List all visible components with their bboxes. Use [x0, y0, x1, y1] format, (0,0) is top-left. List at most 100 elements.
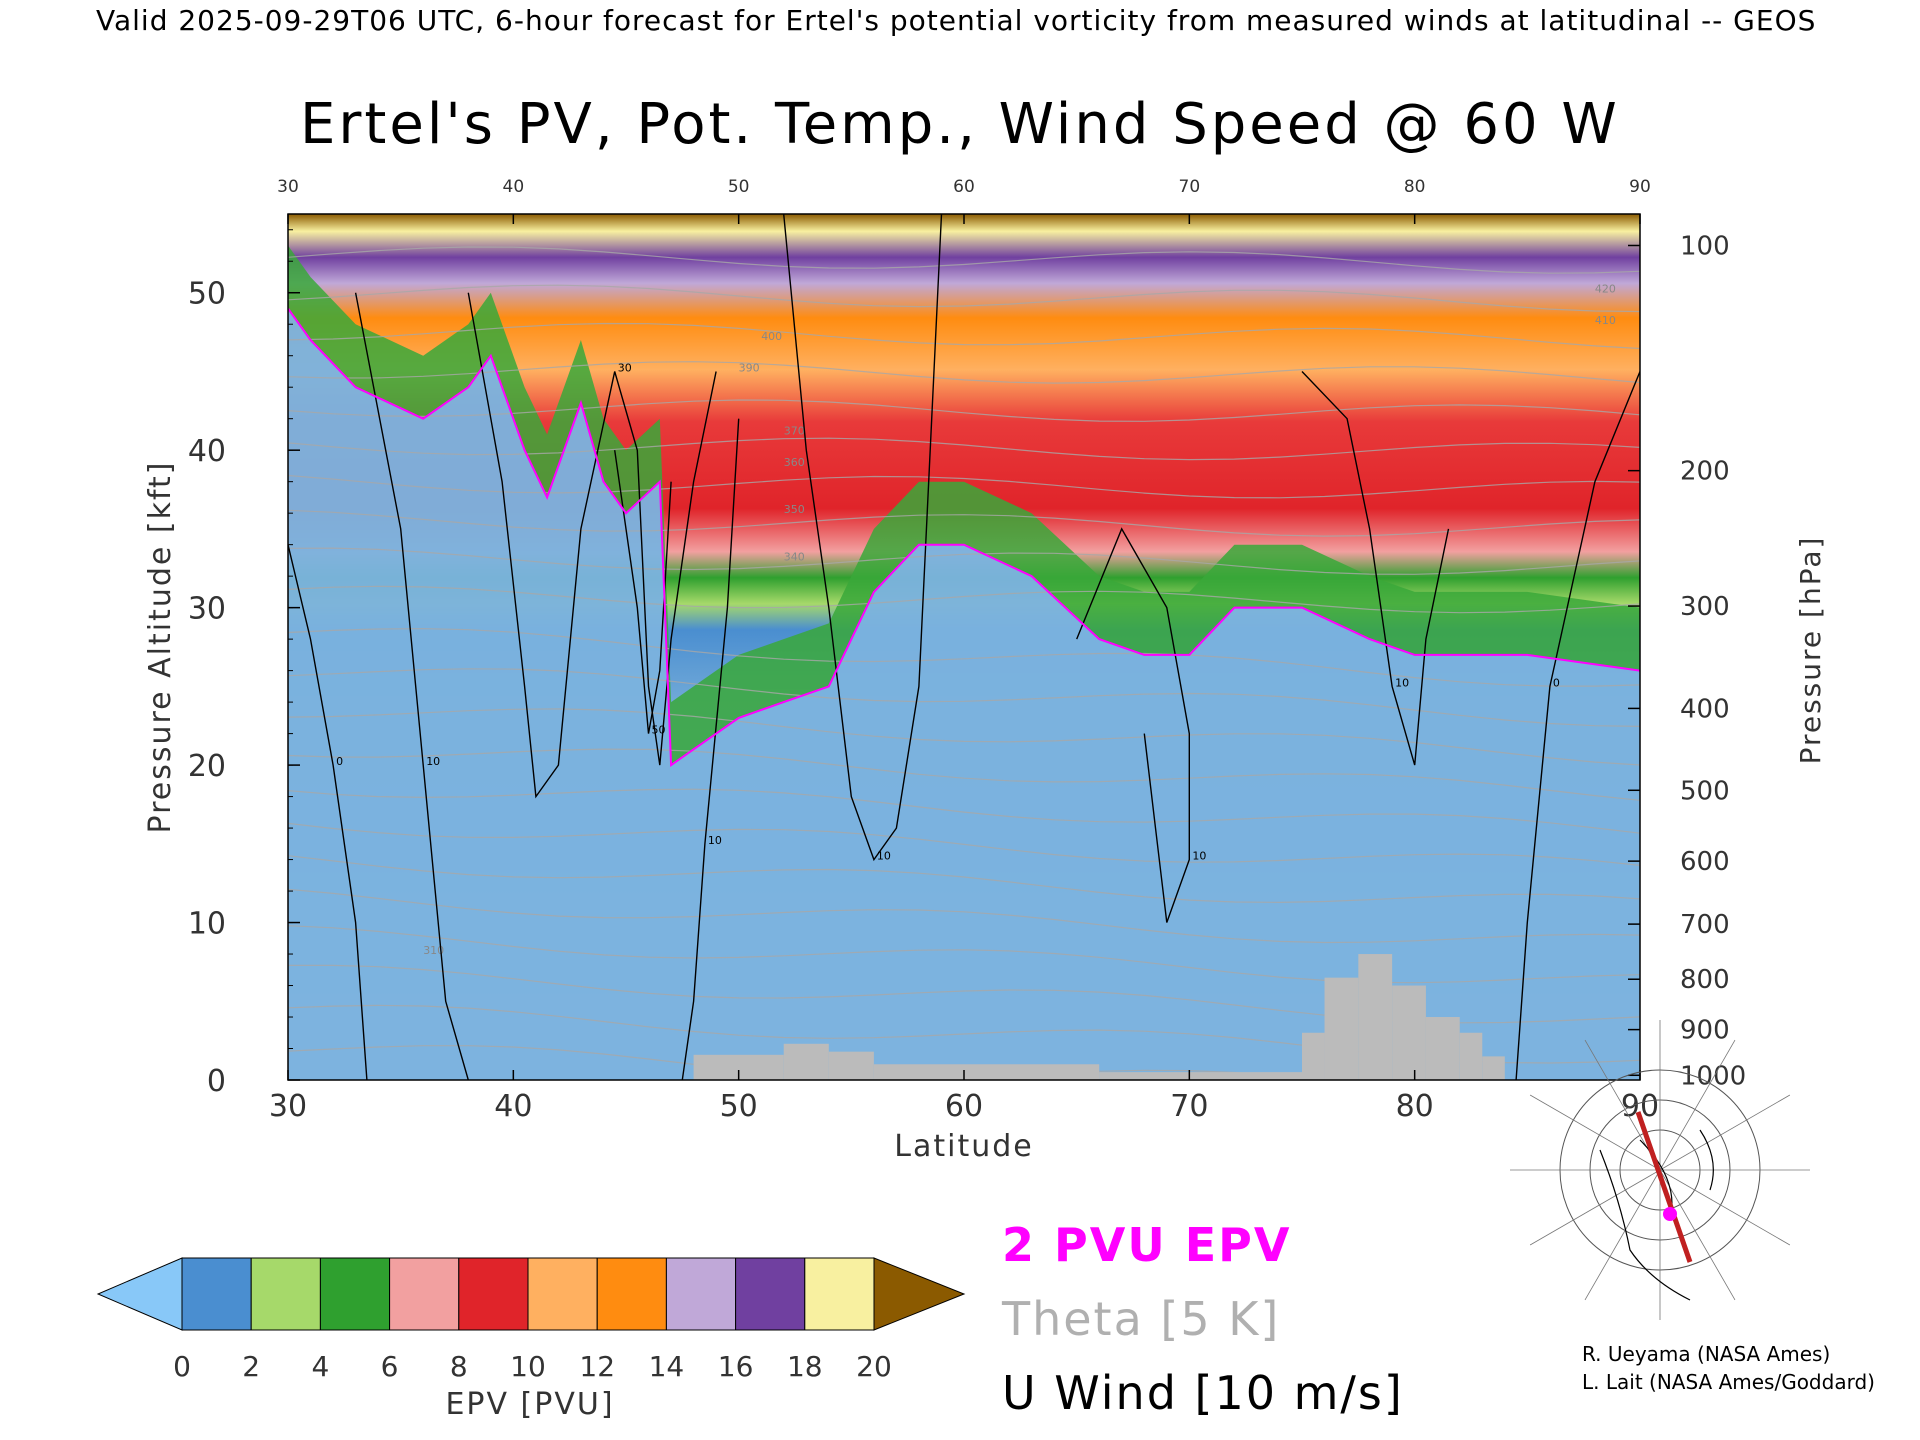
pressure-tick-label: 600 [1680, 847, 1730, 877]
y-tick-label: 30 [188, 592, 226, 627]
x-tick-label: 60 [945, 1089, 983, 1124]
pressure-tick-label: 200 [1680, 457, 1730, 487]
colorbar-tick-label: 20 [856, 1350, 892, 1383]
u-wind-contour [614, 450, 672, 734]
theta-isentrope [288, 322, 1640, 350]
y2-axis-label: Pressure [hPa] [1794, 536, 1827, 765]
map-meridian [1659, 1039, 1736, 1171]
theta-isentrope [288, 284, 1640, 313]
topography-block [1425, 1017, 1460, 1080]
u-wind-label: 0 [336, 755, 343, 768]
topography-block [828, 1051, 874, 1080]
u-wind-label: 10 [426, 755, 440, 768]
u-wind-contour [467, 292, 717, 799]
credit-line-1: R. Ueyama (NASA Ames) [1582, 1342, 1831, 1366]
theta-label: 420 [1595, 283, 1616, 296]
u-wind-contour [1515, 371, 1640, 1080]
theta-isentrope [288, 708, 1640, 766]
colorbar-segment [804, 1257, 875, 1331]
map-meridian [1584, 1169, 1661, 1301]
colorbar-tick-label: 14 [649, 1350, 685, 1383]
theta-isentrope [288, 788, 1640, 834]
colorbar-tick-label: 6 [381, 1350, 399, 1383]
map-location-dot [1663, 1207, 1677, 1221]
x-tick-label: 30 [269, 1089, 307, 1124]
theta-label: 350 [784, 503, 805, 516]
theta-isentrope [288, 822, 1640, 866]
x-top-tick-label: 50 [728, 177, 750, 197]
pressure-tick-label: 100 [1680, 231, 1730, 261]
y-axis-label: Pressure Altitude [kft] [143, 461, 178, 834]
theta-label: 400 [761, 330, 782, 343]
colorbar-segment [250, 1257, 321, 1331]
u-wind-label: 10 [1395, 676, 1409, 689]
pressure-tick-label: 400 [1680, 694, 1730, 724]
colorbar-segment [181, 1257, 252, 1331]
colorbar-tick-label: 16 [718, 1350, 754, 1383]
topography-block [1459, 1032, 1483, 1080]
colorbar-label: EPV [PVU] [445, 1387, 614, 1422]
legend-theta: Theta [5 K] [1002, 1292, 1281, 1346]
colorbar-segment [596, 1257, 667, 1331]
theta-label: 370 [784, 424, 805, 437]
legend-u-wind: U Wind [10 m/s] [1002, 1366, 1404, 1420]
colorbar-tick-label: 2 [242, 1350, 260, 1383]
troposphere-shade [288, 308, 1640, 1080]
legend-2pvu: 2 PVU EPV [1002, 1218, 1292, 1272]
map-section-line [1635, 1111, 1693, 1263]
colorbar-over-arrow [873, 1257, 966, 1331]
colorbar-segment [527, 1257, 598, 1331]
topography-block [873, 1064, 1100, 1080]
colorbar-segment [735, 1257, 806, 1331]
u-wind-label: 10 [708, 834, 722, 847]
theta-isentrope [288, 509, 1640, 537]
map-meridian [1529, 1169, 1661, 1246]
u-wind-contour [354, 292, 469, 1080]
colorbar-tick-label: 0 [173, 1350, 191, 1383]
theta-isentrope [288, 437, 1640, 461]
u-wind-label: 30 [618, 361, 632, 374]
y-tick-label: 0 [207, 1064, 226, 1099]
topography-block [1392, 985, 1426, 1080]
topography-block [783, 1043, 829, 1080]
colorbar-segment [458, 1257, 529, 1331]
y-tick-label: 50 [188, 277, 226, 312]
u-wind-label: 10 [877, 850, 891, 863]
u-wind-label: 0 [1553, 676, 1560, 689]
theta-isentrope [288, 547, 1640, 575]
map-meridian [1529, 1094, 1661, 1171]
colorbar-under-arrow [96, 1257, 183, 1331]
y-tick-label: 10 [188, 907, 226, 942]
pressure-tick-label: 900 [1680, 1016, 1730, 1046]
theta-isentrope [288, 474, 1640, 499]
map-meridian [1659, 1094, 1791, 1171]
pressure-tick-label: 800 [1680, 965, 1730, 995]
colorbar-tick-label: 10 [510, 1350, 546, 1383]
x-tick-label: 70 [1170, 1089, 1208, 1124]
u-wind-contour [1076, 527, 1190, 923]
topography-block [1324, 977, 1359, 1080]
topography-block [1302, 1032, 1325, 1080]
theta-isentrope [288, 399, 1640, 422]
colorbar-tick-label: 18 [787, 1350, 823, 1383]
header-text: Valid 2025-09-29T06 UTC, 6-hour forecast… [96, 4, 1817, 37]
x-top-tick-label: 60 [953, 177, 975, 197]
colorbar-tick-label: 12 [579, 1350, 615, 1383]
pressure-tick-label: 700 [1680, 910, 1730, 940]
two-pvu-line [288, 307, 1640, 767]
map-meridian [1659, 1169, 1791, 1246]
topography-block [1099, 1072, 1302, 1080]
theta-isentrope [288, 855, 1640, 904]
theta-isentrope [288, 361, 1640, 384]
x-tick-label: 50 [720, 1089, 758, 1124]
x-axis-label: Latitude [894, 1129, 1033, 1164]
theta-isentrope [288, 925, 1640, 984]
colorbar-segment [665, 1257, 737, 1331]
epv-colorbar: 0 2 4 6 8 10 12 14 16 18 20 [96, 1257, 966, 1383]
y-tick-label: 40 [188, 434, 226, 469]
chart-title: Ertel's PV, Pot. Temp., Wind Speed @ 60 … [300, 92, 1620, 157]
x-top-tick-label: 40 [503, 177, 525, 197]
x-top-tick-label: 80 [1404, 177, 1426, 197]
map-meridian [1659, 1169, 1736, 1301]
